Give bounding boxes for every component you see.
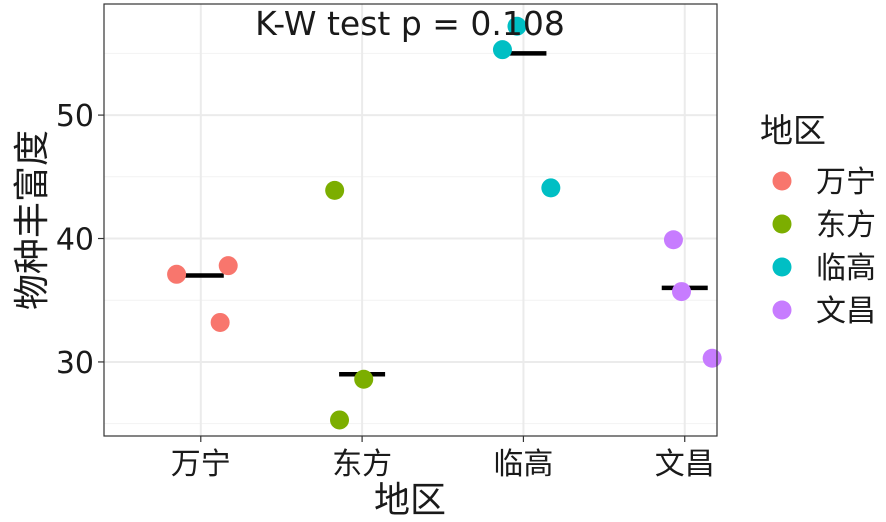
data-point	[167, 264, 187, 284]
axes: 30 40 50 万宁 东方 临高 文昌	[56, 99, 715, 482]
y-tick-label: 30	[56, 346, 94, 381]
data-point	[672, 282, 692, 302]
data-point	[702, 348, 722, 368]
data-point	[492, 40, 512, 60]
data-point	[325, 180, 345, 200]
y-axis-title: 物种丰富度	[12, 130, 53, 310]
y-tick-label: 40	[56, 223, 94, 258]
legend-label: 临高	[816, 251, 876, 286]
x-tick-label: 临高	[493, 447, 553, 482]
x-tick-label: 万宁	[171, 447, 231, 482]
legend-title: 地区	[760, 111, 826, 150]
data-point	[663, 230, 683, 250]
plot-panel	[104, 4, 717, 436]
x-tick-label: 东方	[332, 447, 392, 482]
plot-border	[103, 3, 718, 437]
data-point	[541, 178, 561, 198]
legend-key	[772, 214, 792, 234]
data-point	[218, 256, 238, 276]
points	[167, 16, 722, 430]
data-point	[354, 369, 374, 389]
legend-key	[772, 300, 792, 320]
data-point	[210, 312, 230, 332]
legend-label: 文昌	[816, 294, 876, 329]
data-point	[330, 410, 350, 430]
annotation: K-W test p = 0.108	[255, 4, 565, 43]
data-point	[507, 16, 527, 36]
grid	[104, 4, 717, 436]
legend-key	[772, 257, 792, 277]
y-tick-label: 50	[56, 99, 94, 134]
legend-label: 东方	[816, 208, 876, 243]
x-axis-title: 地区	[374, 480, 446, 521]
legend-label: 万宁	[816, 165, 876, 200]
x-tick-label: 文昌	[655, 447, 715, 482]
legend-key	[772, 171, 792, 191]
